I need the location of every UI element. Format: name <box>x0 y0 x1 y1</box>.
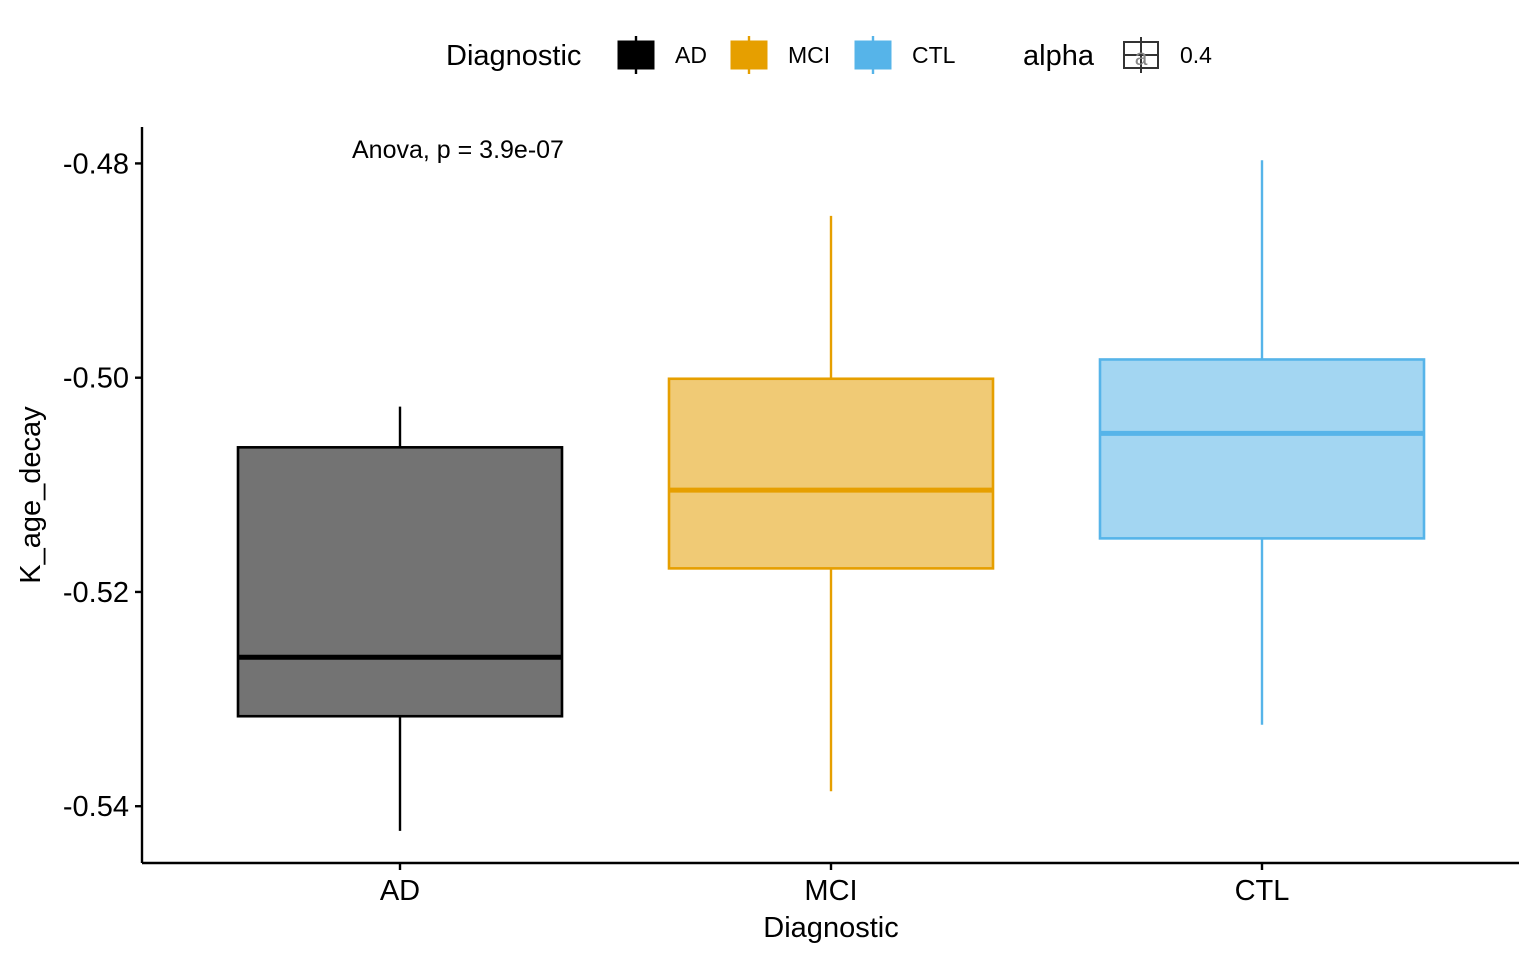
box-iqr <box>236 446 564 718</box>
box-mci <box>667 215 995 792</box>
legend-key-box <box>617 40 655 70</box>
legend-label: 0.4 <box>1180 42 1212 68</box>
box-iqr <box>667 377 995 570</box>
plot-area: Anova, p = 3.9e-07 -0.48-0.50-0.52-0.54 … <box>63 127 1519 907</box>
box-ad <box>236 406 564 831</box>
legend-key-box <box>854 40 892 70</box>
box-ctl <box>1098 160 1426 725</box>
legend-key-glyph: a <box>1135 44 1148 70</box>
anova-annotation: Anova, p = 3.9e-07 <box>352 136 564 164</box>
y-axis-title: K_age_decay <box>15 406 47 584</box>
x-axis: AD MCI CTL <box>142 861 1519 907</box>
x-tick-label: CTL <box>1235 875 1290 907</box>
legend-item-ctl: CTL <box>854 36 956 74</box>
boxes <box>236 160 1426 831</box>
y-axis: -0.48 -0.50 -0.52 -0.54 <box>63 127 144 863</box>
legend-item-ad: AD <box>617 36 707 74</box>
y-tick-label: -0.52 <box>63 577 129 609</box>
y-tick-label: -0.50 <box>63 363 129 395</box>
legend-label: MCI <box>788 42 830 68</box>
x-tick-label: AD <box>380 875 420 907</box>
legend-item-mci: MCI <box>730 36 830 74</box>
legend-title-alpha: alpha <box>1023 40 1095 72</box>
legend-title-diagnostic: Diagnostic <box>446 40 581 72</box>
legend-key-box <box>730 40 768 70</box>
legend-label: CTL <box>912 42 956 68</box>
y-tick-label: -0.48 <box>63 148 129 180</box>
x-axis-title: Diagnostic <box>763 912 898 944</box>
legend: Diagnostic AD MCI CTL alpha a 0.4 <box>446 36 1212 74</box>
legend-item-alpha: a 0.4 <box>1123 37 1212 73</box>
x-tick-label: MCI <box>804 875 857 907</box>
y-tick-label: -0.54 <box>63 791 129 823</box>
box-iqr <box>1098 358 1426 540</box>
legend-label: AD <box>675 42 707 68</box>
